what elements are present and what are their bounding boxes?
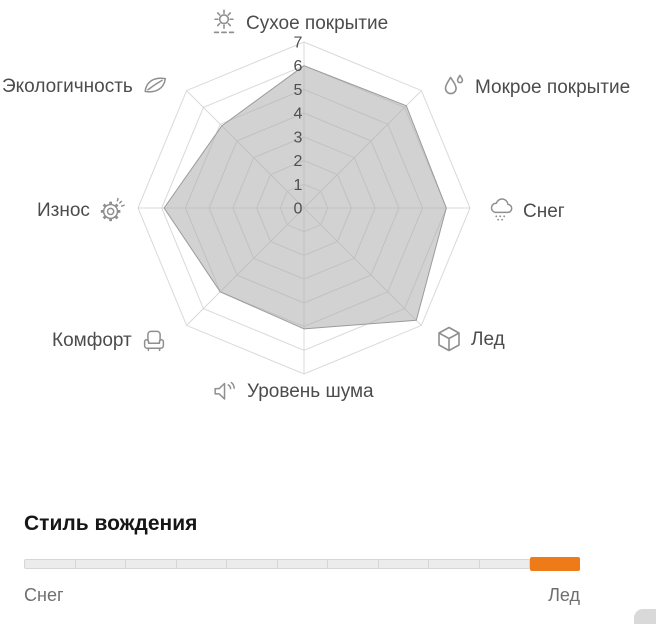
- style-label-snow: Снег: [24, 585, 64, 605]
- axis-label-wear: Износ: [37, 195, 127, 225]
- driving-style-slider[interactable]: [24, 557, 581, 571]
- axis-label-comfort: Комфорт: [52, 325, 169, 355]
- radar-tick-label: 1: [294, 177, 303, 194]
- axis-label-text: Уровень шума: [247, 380, 374, 402]
- style-segment[interactable]: [479, 559, 531, 569]
- gear-icon: [97, 195, 127, 225]
- style-segment-active[interactable]: [530, 557, 581, 571]
- axis-label-snow: Снег: [486, 196, 565, 226]
- style-segment[interactable]: [328, 559, 379, 569]
- radar-tick-label: 0: [294, 201, 303, 218]
- axis-label-text: Комфорт: [52, 329, 132, 351]
- radar-tick-label: 2: [294, 153, 303, 170]
- axis-label-ice: Лед: [434, 324, 505, 354]
- radar-chart: 0 1 2 3 4 5 6 7: [137, 35, 471, 375]
- radar-scale-labels: 0 1 2 3 4 5 6 7: [294, 35, 303, 218]
- axis-label-text: Сухое покрытие: [246, 12, 389, 34]
- cutoff-card-corner: [634, 609, 656, 624]
- speaker-icon: [210, 376, 240, 406]
- style-segment[interactable]: [24, 559, 76, 569]
- axis-label-text: Снег: [523, 200, 565, 222]
- radar-tick-label: 3: [294, 129, 303, 146]
- radar-tick-label: 4: [294, 106, 303, 123]
- snow-cloud-icon: [486, 196, 516, 226]
- axis-label-text: Мокрое покрытие: [475, 76, 631, 98]
- radar-tick-label: 7: [294, 35, 303, 52]
- axis-label-text: Износ: [37, 199, 90, 221]
- ice-cube-icon: [434, 324, 464, 354]
- style-segment[interactable]: [277, 559, 329, 569]
- axis-label-eco: Экологичность: [2, 71, 170, 101]
- axis-label-noise-level: Уровень шума: [210, 376, 374, 406]
- axis-label-text: Лед: [471, 328, 505, 350]
- style-label-ice: Лед: [548, 585, 580, 605]
- driving-style-title: Стиль вождения: [24, 512, 198, 535]
- sun-icon: [209, 8, 239, 38]
- style-segment[interactable]: [227, 559, 278, 569]
- style-segment[interactable]: [126, 559, 177, 569]
- style-segment[interactable]: [176, 559, 228, 569]
- radar-tick-label: 6: [294, 58, 303, 75]
- leaf-icon: [140, 71, 170, 101]
- axis-label-text: Экологичность: [2, 75, 133, 97]
- radar-polygon: [163, 65, 447, 330]
- radar-tick-label: 5: [294, 82, 303, 99]
- water-drops-icon: [438, 72, 468, 102]
- style-segment[interactable]: [75, 559, 127, 569]
- style-segment[interactable]: [429, 559, 480, 569]
- axis-label-wet-surface: Мокрое покрытие: [438, 72, 630, 102]
- armchair-icon: [139, 325, 169, 355]
- style-segment[interactable]: [378, 559, 430, 569]
- axis-label-dry-surface: Сухое покрытие: [209, 8, 388, 38]
- driving-style-section: Стиль вождения Снег Лед: [24, 512, 581, 606]
